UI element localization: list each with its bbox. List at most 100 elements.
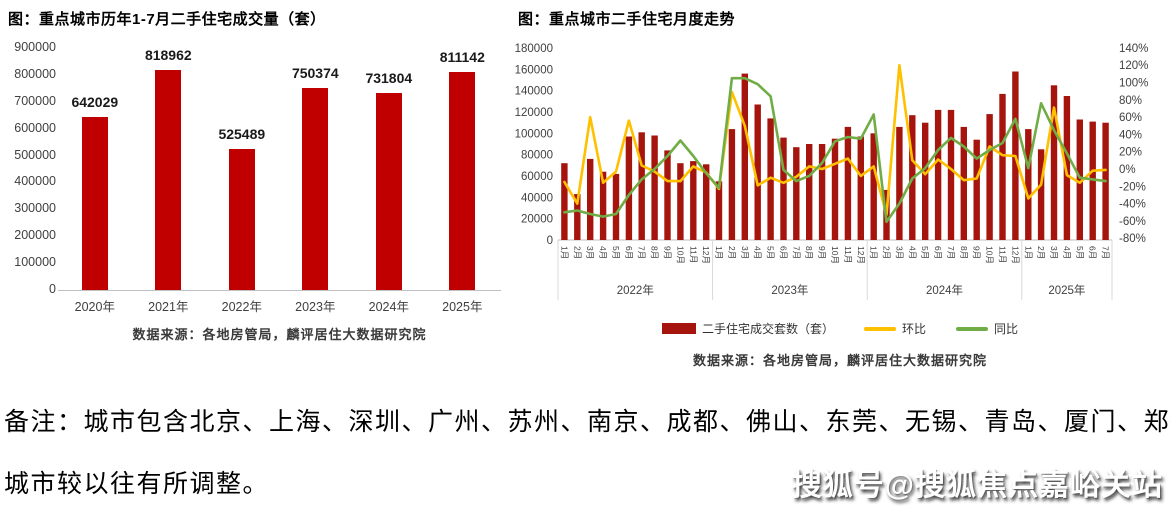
month-tick-label: 10月 bbox=[985, 246, 995, 264]
left-x-tick-label: 2025年 bbox=[442, 300, 483, 314]
legend-item-mom: 环比 bbox=[863, 320, 926, 337]
monthly-bar bbox=[870, 133, 877, 240]
year-label: 2022年 bbox=[617, 283, 654, 297]
month-tick-label: 8月 bbox=[804, 246, 814, 259]
month-tick-label: 4月 bbox=[1062, 246, 1072, 259]
year-label: 2023年 bbox=[771, 283, 808, 297]
month-tick-label: 7月 bbox=[637, 246, 647, 259]
month-tick-label: 12月 bbox=[701, 246, 711, 264]
monthly-bar bbox=[947, 109, 955, 241]
right-chart-right-tick: -20% bbox=[1119, 181, 1146, 193]
monthly-bar bbox=[587, 158, 594, 240]
monthly-bar bbox=[754, 104, 761, 240]
right-chart-title: 图：重点城市二手住宅月度走势 bbox=[518, 11, 736, 28]
monthly-bar bbox=[651, 135, 658, 240]
monthly-bar bbox=[638, 132, 645, 240]
month-tick-label: 11月 bbox=[998, 246, 1008, 263]
year-bar bbox=[302, 88, 329, 290]
month-tick-label: 1月 bbox=[1023, 246, 1033, 259]
month-tick-label: 4月 bbox=[907, 246, 917, 259]
monthly-bar bbox=[818, 144, 826, 240]
month-tick-label: 4月 bbox=[753, 246, 763, 259]
month-tick-label: 7月 bbox=[1101, 246, 1111, 259]
month-tick-label: 8月 bbox=[650, 246, 660, 259]
monthly-bar bbox=[780, 137, 787, 240]
legend-item-bars: 二手住宅成交套数（套） bbox=[661, 320, 834, 337]
bar-value-label: 750374 bbox=[291, 65, 339, 82]
monthly-bar bbox=[986, 114, 993, 240]
monthly-bar bbox=[857, 136, 864, 240]
bar-series-swatch bbox=[661, 323, 696, 334]
month-tick-label: 10月 bbox=[830, 246, 840, 264]
yoy-line-swatch bbox=[956, 326, 988, 331]
month-tick-label: 1月 bbox=[869, 246, 879, 259]
month-tick-label: 1月 bbox=[714, 246, 724, 259]
right-chart-right-tick: -60% bbox=[1119, 216, 1146, 228]
mom-line bbox=[563, 63, 1107, 217]
left-x-tick-label: 2023年 bbox=[295, 300, 336, 314]
right-chart-right-tick: 0% bbox=[1119, 164, 1136, 176]
right-chart-right-tick: 60% bbox=[1119, 112, 1142, 124]
right-chart-left-tick: 0 bbox=[547, 235, 553, 247]
month-tick-label: 5月 bbox=[766, 246, 776, 259]
monthly-bar bbox=[922, 122, 929, 240]
left-x-axis-line bbox=[58, 290, 501, 291]
monthly-bar bbox=[1050, 85, 1058, 240]
watermark: 搜狐号@搜狐焦点嘉峪关站 bbox=[791, 469, 1163, 502]
year-bar bbox=[375, 93, 402, 290]
month-tick-label: 3月 bbox=[585, 246, 595, 259]
right-chart-right-tick: 20% bbox=[1119, 147, 1142, 159]
month-tick-label: 3月 bbox=[894, 246, 904, 259]
right-chart-left-tick: 80000 bbox=[521, 150, 553, 162]
left-x-tick-label: 2021年 bbox=[148, 300, 189, 314]
left-y-tick-label: 800000 bbox=[14, 66, 56, 81]
monthly-bar bbox=[960, 126, 967, 240]
month-tick-label: 2月 bbox=[882, 246, 892, 259]
monthly-bar bbox=[793, 147, 800, 240]
month-tick-label: 4月 bbox=[598, 246, 608, 259]
month-tick-label: 3月 bbox=[1049, 246, 1059, 259]
left-x-tick-label: 2022年 bbox=[221, 300, 262, 314]
right-chart-left-tick: 20000 bbox=[521, 214, 553, 226]
monthly-bar bbox=[612, 173, 620, 240]
year-bar bbox=[449, 71, 476, 290]
bar-value-label: 525489 bbox=[218, 125, 266, 142]
month-tick-label: 9月 bbox=[663, 246, 673, 259]
right-chart-right-tick: 120% bbox=[1119, 60, 1148, 72]
right-chart-right-tick: 40% bbox=[1119, 129, 1142, 141]
monthly-bar bbox=[896, 126, 903, 240]
bar-value-label: 731804 bbox=[365, 70, 413, 87]
month-tick-label: 10月 bbox=[675, 246, 685, 264]
month-tick-label: 1月 bbox=[559, 246, 569, 259]
mom-series-label: 环比 bbox=[901, 322, 926, 336]
right-chart-source: 数据来源：各地房管局，麟评居住大数据研究院 bbox=[692, 353, 987, 368]
left-y-tick-label: 900000 bbox=[14, 40, 56, 54]
monthly-bar bbox=[1025, 129, 1032, 240]
left-x-tick-label: 2024年 bbox=[368, 300, 409, 314]
monthly-bar bbox=[728, 129, 736, 240]
month-tick-label: 7月 bbox=[946, 246, 956, 259]
legend-item-yoy: 同比 bbox=[956, 320, 1018, 337]
right-chart-legend: 二手住宅成交套数（套） 环比 同比 bbox=[600, 320, 1080, 337]
left-y-tick-label: 500000 bbox=[14, 147, 56, 162]
monthly-bar bbox=[1063, 96, 1071, 240]
mom-line-swatch bbox=[863, 326, 896, 331]
year-label: 2024年 bbox=[926, 283, 963, 297]
month-tick-label: 7月 bbox=[791, 246, 801, 259]
monthly-bar bbox=[625, 136, 633, 240]
month-tick-label: 11月 bbox=[688, 246, 698, 263]
month-tick-label: 6月 bbox=[624, 246, 634, 259]
monthly-bar bbox=[664, 150, 671, 240]
monthly-bar bbox=[677, 163, 684, 240]
monthly-bar bbox=[934, 109, 942, 241]
year-bar bbox=[155, 69, 182, 290]
left-chart-title: 图：重点城市历年1-7月二手住宅成交量（套） bbox=[8, 11, 326, 28]
note-line-1: 备注：城市包含北京、上海、深圳、广州、苏州、南京、成都、佛山、东莞、无锡、青岛、… bbox=[4, 409, 1171, 436]
right-chart-right-tick: 80% bbox=[1119, 95, 1142, 107]
monthly-bar bbox=[999, 93, 1006, 241]
year-label: 2025年 bbox=[1048, 283, 1085, 297]
bar-series-label: 二手住宅成交套数（套） bbox=[701, 322, 834, 336]
left-y-tick-label: 600000 bbox=[14, 120, 56, 135]
right-chart-right-tick: -80% bbox=[1119, 233, 1146, 245]
